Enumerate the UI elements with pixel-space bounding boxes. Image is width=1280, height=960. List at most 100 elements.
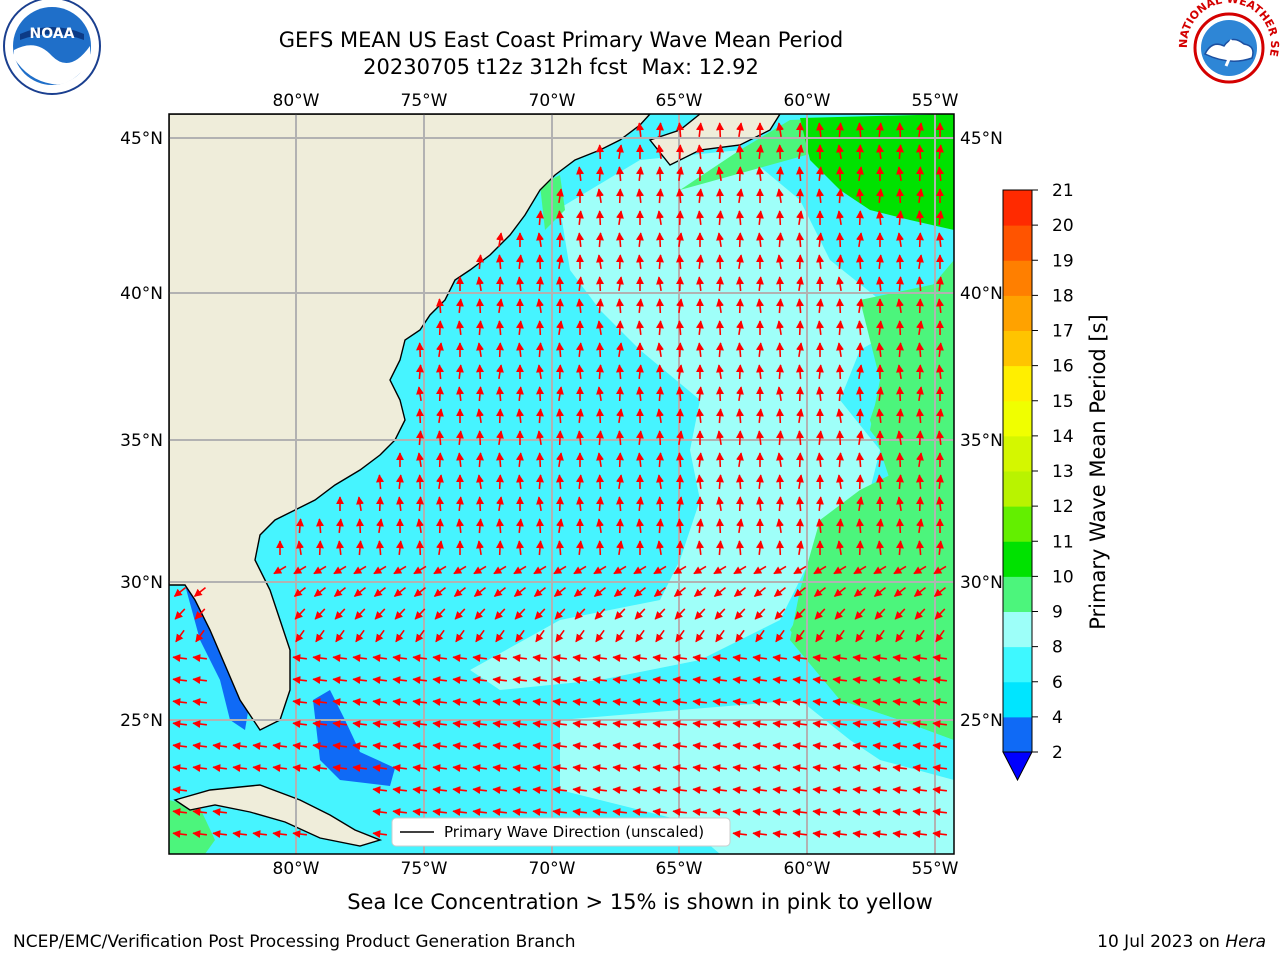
wave-arrow bbox=[656, 144, 664, 160]
wave-arrow bbox=[773, 565, 787, 575]
wave-arrow bbox=[475, 629, 485, 643]
wave-arrow bbox=[592, 742, 607, 751]
wave-arrow bbox=[475, 254, 484, 270]
wave-arrow bbox=[595, 232, 604, 248]
colorbar-tick-label: 11 bbox=[1052, 532, 1074, 552]
wave-arrow bbox=[416, 452, 424, 468]
wave-arrow bbox=[436, 408, 444, 424]
wave-arrow bbox=[796, 430, 805, 446]
wave-arrow bbox=[832, 742, 847, 751]
wave-arrow bbox=[672, 808, 687, 817]
wave-arrow bbox=[875, 122, 884, 137]
wave-arrow bbox=[696, 342, 705, 357]
wave-arrow bbox=[452, 742, 467, 751]
wave-arrow bbox=[815, 298, 824, 313]
wave-arrow bbox=[675, 144, 684, 160]
wave-arrow bbox=[454, 608, 466, 620]
wave-arrow bbox=[635, 232, 644, 247]
wave-arrow bbox=[312, 698, 327, 707]
wave-arrow bbox=[792, 742, 807, 751]
lon-label: 80°W bbox=[273, 91, 320, 111]
wave-arrow bbox=[716, 452, 725, 468]
wave-arrow bbox=[572, 764, 587, 773]
wave-arrow bbox=[772, 698, 787, 707]
wave-arrow bbox=[676, 298, 684, 314]
wave-arrow bbox=[355, 540, 364, 556]
wave-arrow bbox=[412, 676, 427, 685]
wave-arrow bbox=[552, 742, 567, 751]
wave-arrow bbox=[496, 364, 504, 380]
wave-arrow bbox=[793, 565, 807, 575]
wave-arrow bbox=[676, 364, 684, 380]
wave-arrow bbox=[935, 210, 944, 225]
wave-arrow bbox=[536, 430, 544, 446]
wave-arrow bbox=[674, 608, 686, 620]
wave-arrow bbox=[575, 210, 584, 225]
colorbar-tick-label: 10 bbox=[1052, 567, 1074, 587]
wave-arrow bbox=[655, 254, 664, 270]
wave-arrow bbox=[915, 430, 924, 446]
wave-arrow bbox=[856, 122, 865, 138]
wave-arrow bbox=[695, 254, 704, 269]
wave-arrow bbox=[832, 676, 847, 685]
lat-label: 30°N bbox=[960, 573, 1003, 593]
wave-arrow bbox=[232, 764, 247, 773]
wave-arrow bbox=[436, 298, 445, 314]
wave-arrow bbox=[832, 830, 847, 839]
wave-arrow bbox=[453, 586, 466, 598]
wave-arrow bbox=[572, 720, 587, 729]
wave-arrow bbox=[354, 608, 366, 620]
wave-arrow bbox=[932, 808, 947, 817]
wave-arrow bbox=[812, 764, 827, 773]
wave-arrow bbox=[552, 654, 567, 663]
colorbar-segment bbox=[1003, 225, 1032, 261]
wave-arrow bbox=[655, 518, 664, 534]
wave-arrow bbox=[436, 364, 445, 380]
wave-arrow bbox=[195, 629, 205, 643]
wave-arrow bbox=[595, 496, 604, 512]
wave-arrow bbox=[672, 764, 687, 773]
wave-arrow bbox=[595, 364, 604, 380]
wave-arrow bbox=[876, 210, 885, 225]
wave-arrow bbox=[495, 342, 504, 358]
wave-arrow bbox=[692, 654, 707, 663]
wave-arrow bbox=[475, 386, 484, 402]
wave-arrow bbox=[532, 764, 547, 773]
wave-arrow bbox=[835, 254, 844, 270]
wave-arrow bbox=[292, 698, 307, 707]
wave-arrow bbox=[876, 474, 885, 489]
wave-arrow bbox=[855, 474, 864, 490]
wave-arrow bbox=[914, 608, 926, 620]
wave-arrow bbox=[876, 540, 885, 555]
wave-arrow bbox=[935, 144, 944, 159]
wave-arrow bbox=[495, 474, 504, 490]
wave-arrow bbox=[795, 320, 804, 336]
wave-arrow bbox=[635, 430, 644, 445]
wave-arrow bbox=[836, 430, 845, 446]
wave-arrow bbox=[455, 298, 464, 313]
wave-arrow bbox=[515, 629, 525, 643]
wave-arrow bbox=[916, 210, 925, 226]
wave-arrow bbox=[755, 474, 764, 489]
wave-arrow bbox=[676, 232, 684, 248]
wave-arrow bbox=[712, 808, 727, 817]
wave-arrow bbox=[672, 720, 687, 729]
wave-arrow bbox=[634, 608, 646, 620]
wave-arrow bbox=[912, 808, 927, 817]
wave-arrow bbox=[872, 808, 887, 817]
wave-arrow bbox=[875, 629, 885, 643]
wave-arrow bbox=[612, 698, 627, 707]
wave-arrow bbox=[614, 608, 626, 620]
wave-arrow bbox=[732, 654, 747, 663]
wave-arrow bbox=[536, 518, 545, 534]
wave-arrow bbox=[596, 474, 605, 490]
wave-arrow bbox=[815, 232, 824, 247]
wave-arrow bbox=[172, 764, 187, 773]
wave-arrow bbox=[656, 474, 664, 490]
wave-arrow bbox=[372, 742, 387, 751]
wave-arrow bbox=[736, 518, 744, 534]
wave-arrow bbox=[553, 586, 566, 598]
wave-arrow bbox=[534, 608, 546, 620]
wave-arrow bbox=[636, 386, 645, 401]
wave-arrow bbox=[776, 452, 784, 468]
